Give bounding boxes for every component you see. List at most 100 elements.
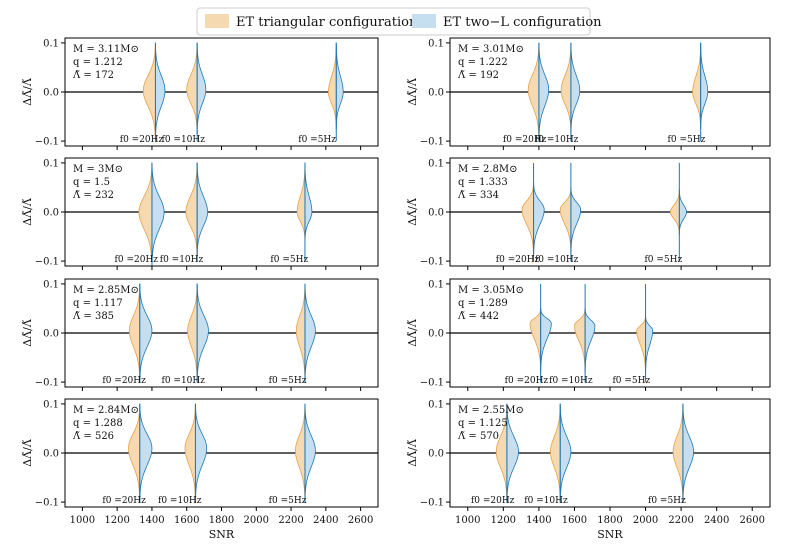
y-axis-label: ΔΛ̃/Λ̃ (406, 438, 419, 467)
violin-1: f0 =20Hz (505, 283, 552, 386)
violin-half-triangular (295, 283, 306, 383)
violin-f0-label: f0 =20Hz (102, 496, 146, 506)
y-axis-label: ΔΛ̃/Λ̃ (21, 318, 34, 347)
param-lambda: Λ̃ = 442 (457, 311, 499, 322)
violin-2: f0 =10Hz (535, 42, 581, 145)
violin-half-two-l (195, 403, 208, 503)
param-mass: M = 3M⊙ (73, 164, 123, 175)
x-tick-label: 1400 (526, 515, 551, 526)
y-tick-label: −0.1 (35, 137, 59, 148)
legend-frame (196, 7, 591, 36)
violin-f0-label: f0 =10Hz (535, 255, 579, 265)
y-tick-label: −0.1 (420, 498, 444, 509)
x-tick-label: 1200 (104, 515, 129, 526)
x-tick-label: 1600 (174, 515, 199, 526)
y-tick-label: 0.0 (428, 329, 444, 340)
violin-half-two-l (559, 403, 572, 503)
violin-half-triangular (636, 315, 646, 376)
violin-f0-label: f0 =10Hz (160, 255, 204, 265)
y-tick-label: 0.0 (43, 88, 59, 99)
violin-1: f0 =20Hz (496, 162, 545, 265)
violin-half-two-l (196, 162, 208, 257)
x-tick-label: 1200 (491, 515, 516, 526)
violin-3: f0 =5Hz (612, 283, 654, 386)
violin-2: f0 =10Hz (161, 283, 209, 386)
param-lambda: Λ̃ = 526 (72, 431, 114, 442)
y-tick-label: −0.1 (35, 498, 59, 509)
x-tick-label: 2400 (313, 515, 338, 526)
violin-half-two-l (645, 315, 654, 376)
violin-half-triangular (670, 189, 680, 235)
y-tick-label: 0.1 (428, 279, 444, 290)
violin-half-two-l (139, 283, 153, 383)
param-mass: M = 3.01M⊙ (458, 44, 524, 55)
y-tick-label: −0.1 (420, 137, 444, 148)
violin-1: f0 =20Hz (102, 403, 153, 506)
violin-2: f0 =10Hz (158, 403, 208, 506)
y-tick-label: 0.1 (43, 399, 59, 410)
x-axis-label: SNR (597, 528, 623, 541)
violin-2: f0 =10Hz (161, 42, 207, 145)
violin-f0-label: f0 =5Hz (648, 496, 686, 506)
violin-half-two-l (570, 187, 582, 255)
violin-half-triangular (296, 162, 306, 242)
violin-f0-label: f0 =20Hz (505, 376, 549, 386)
violin-f0-label: f0 =10Hz (158, 496, 202, 506)
param-mass: M = 3.11M⊙ (73, 44, 139, 55)
y-axis-label: ΔΛ̃/Λ̃ (21, 77, 34, 106)
panel-3: f0 =20Hz f0 =10Hz f0 =5Hz M = 3M⊙ q = 1.5 Λ̃ … (21, 157, 379, 270)
y-axis-label: ΔΛ̃/Λ̃ (406, 77, 419, 106)
violin-half-two-l (196, 283, 209, 383)
violin-half-triangular (294, 403, 306, 503)
violin-f0-label: f0 =5Hz (298, 135, 336, 145)
legend-label-triangular: ET triangular configuration (236, 15, 418, 30)
violin-half-triangular (521, 182, 534, 257)
param-mass-ratio: q = 1.222 (458, 57, 508, 68)
y-tick-label: 0.1 (43, 38, 59, 49)
y-tick-label: 0.1 (428, 38, 444, 49)
y-tick-label: −0.1 (420, 257, 444, 268)
violin-half-two-l (538, 42, 550, 142)
violin-3: f0 =5Hz (269, 283, 316, 386)
violin-half-two-l (304, 162, 313, 242)
violin-half-triangular (185, 162, 198, 257)
y-tick-label: 0.1 (43, 158, 59, 169)
y-axis-label: ΔΛ̃/Λ̃ (406, 318, 419, 347)
violin-half-two-l (678, 189, 687, 235)
violin-f0-label: f0 =20Hz (503, 135, 547, 145)
y-tick-label: −0.1 (420, 378, 444, 389)
violin-half-triangular (692, 42, 702, 130)
param-mass-ratio: q = 1.125 (458, 418, 508, 429)
x-tick-label: 2200 (668, 515, 693, 526)
param-mass-ratio: q = 1.333 (458, 177, 508, 188)
y-tick-label: 0.0 (428, 208, 444, 219)
violin-f0-label: f0 =20Hz (102, 376, 146, 386)
x-tick-label: 2000 (244, 515, 269, 526)
legend-label-two-l: ET two−L configuration (443, 15, 602, 30)
violin-1: f0 =20Hz (115, 162, 165, 267)
legend: ET triangular configuration ET two−L con… (196, 7, 602, 36)
violin-half-triangular (672, 403, 684, 503)
violin-f0-label: f0 =10Hz (549, 376, 593, 386)
violin-half-triangular (495, 403, 508, 503)
violin-1: f0 =20Hz (102, 283, 153, 386)
legend-swatch-triangular (205, 14, 229, 28)
violin-half-triangular (128, 403, 141, 503)
param-mass: M = 2.85M⊙ (73, 285, 139, 296)
violin-f0-label: f0 =5Hz (269, 376, 307, 386)
param-mass-ratio: q = 1.212 (73, 57, 123, 68)
violin-f0-label: f0 =20Hz (471, 496, 515, 506)
x-tick-label: 2200 (278, 515, 303, 526)
violin-1: f0 =20Hz (471, 403, 519, 506)
y-tick-label: 0.1 (43, 279, 59, 290)
param-mass: M = 2.8M⊙ (458, 164, 518, 175)
violin-half-two-l (155, 42, 166, 142)
param-lambda: Λ̃ = 172 (72, 70, 114, 81)
y-axis-label: ΔΛ̃/Λ̃ (21, 438, 34, 467)
violin-half-two-l (700, 42, 709, 130)
y-tick-label: 0.1 (428, 158, 444, 169)
param-lambda: Λ̃ = 192 (457, 70, 499, 81)
param-mass-ratio: q = 1.288 (73, 418, 123, 429)
